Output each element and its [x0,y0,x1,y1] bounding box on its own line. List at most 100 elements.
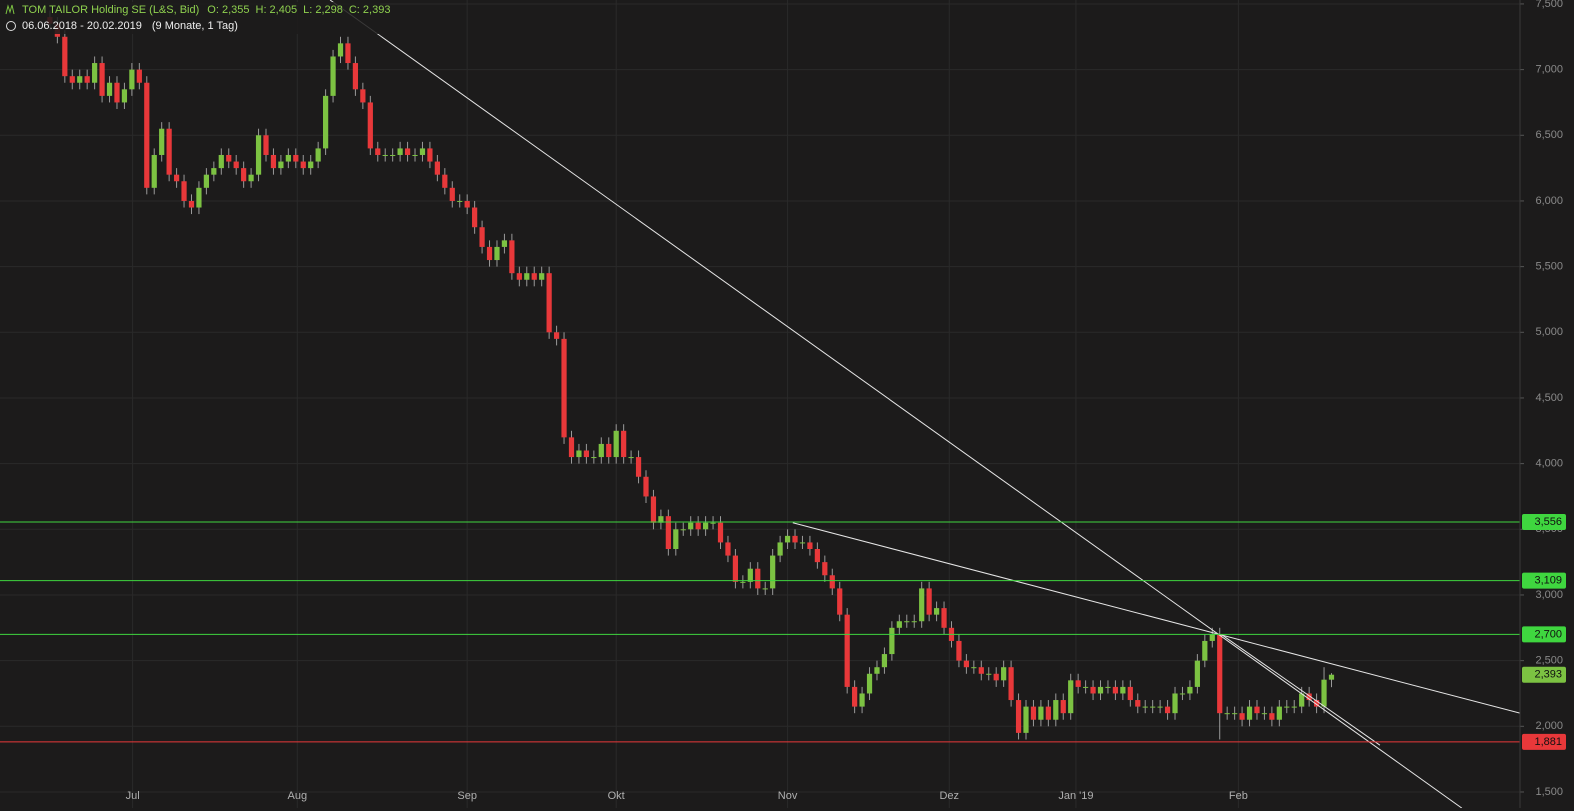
candle-body [501,240,508,247]
candle-body [1135,700,1141,707]
clock-icon [6,21,16,31]
level-label: 1,881 [1534,736,1562,748]
candle-body [725,542,731,556]
candle-body [1217,634,1223,714]
candle-body [539,273,545,280]
level-label: 3,109 [1534,575,1562,587]
candle-body [844,614,850,687]
y-tick-label: 4,000 [1535,458,1563,470]
candle-body [442,174,448,188]
candle-body [1083,686,1089,688]
candle-body [986,673,992,675]
candle-body [576,450,582,458]
trendline [1220,633,1381,746]
candle-body [680,529,686,531]
candle-body [270,154,277,169]
trendline [792,522,1520,714]
candle-body [889,627,895,655]
candle-body [308,161,314,169]
candle-body [1202,640,1208,661]
y-tick-label: 7,500 [1535,0,1563,10]
candle-body [665,516,671,549]
candle-body [568,437,575,458]
candle-body [77,76,83,83]
level-badge [1522,572,1566,589]
candle-body [1321,679,1327,707]
candle-body [151,154,157,188]
low: L: 2,298 [303,4,343,16]
candle-body [591,457,597,459]
candle-body [285,154,291,162]
candle-body [226,154,232,162]
candle-body [494,246,500,261]
candle-body [859,693,865,707]
candle-body [1030,706,1037,720]
candle-body [1209,634,1215,641]
candle-body [971,667,977,669]
candle-body [390,154,396,156]
candle-body [121,89,128,103]
title-text: TOM TAILOR Holding SE (L&S, Bid) [22,4,199,16]
y-tick-label: 5,500 [1535,261,1563,273]
candle-body [1313,700,1320,707]
candle-body [1045,706,1051,720]
candle-body [1269,713,1275,720]
x-tick-label: Jan '19 [1058,790,1093,802]
candle-body [479,227,485,247]
candle-body [263,135,269,155]
candle-body [688,522,694,530]
candle-body [99,63,105,96]
candle-body [278,161,284,169]
candle-body [792,535,798,543]
level-badge [1522,626,1566,643]
x-tick-label: Jul [126,790,140,802]
candle-body [233,161,239,169]
candle-body [1276,706,1282,720]
candle-body [755,568,761,589]
y-tick-label: 6,000 [1535,195,1563,207]
candle-body [524,273,530,280]
candle-body [1172,693,1178,714]
candle-body [822,562,828,576]
y-tick-label: 4,500 [1535,392,1563,404]
candle-body [583,450,589,458]
icon [5,4,15,15]
candle-body [1157,706,1163,708]
header-bg [0,2,380,34]
candle-body [1246,706,1253,720]
candle-body [196,187,202,208]
candle-body [1097,686,1104,694]
candle-body [1224,713,1230,715]
candle-body [412,154,418,156]
candle-body [1232,713,1238,715]
candle-body [218,154,224,169]
range: 06.06.2018 - 20.02.2019 (9 Monate, 1 Tag) [22,20,238,32]
x-tick-label: Aug [288,790,308,802]
candle-body [516,273,522,280]
candle-body [330,56,336,96]
candle-body [643,476,649,497]
candle-body [1112,686,1119,694]
candle-body [1306,693,1312,701]
candle-body [1164,706,1171,714]
candle-body [1261,713,1268,715]
candle-body [427,148,433,162]
candle-body [300,161,306,169]
candle-body [293,154,299,162]
candle-body [1299,693,1305,707]
candle-body [464,200,470,208]
candle-body [635,457,642,477]
candle-body [404,148,411,155]
candle-body [84,76,90,83]
trendline [329,0,1463,808]
level-label: 2,393 [1534,669,1562,681]
candle-body [978,667,984,674]
candle-body [1060,700,1066,714]
candle-body [770,555,776,589]
candle-body [181,181,187,201]
candle-body [561,338,567,438]
level-label: 3,556 [1534,516,1562,528]
candle-body [144,82,150,188]
candle-body [449,187,455,201]
candle-body [382,154,388,156]
